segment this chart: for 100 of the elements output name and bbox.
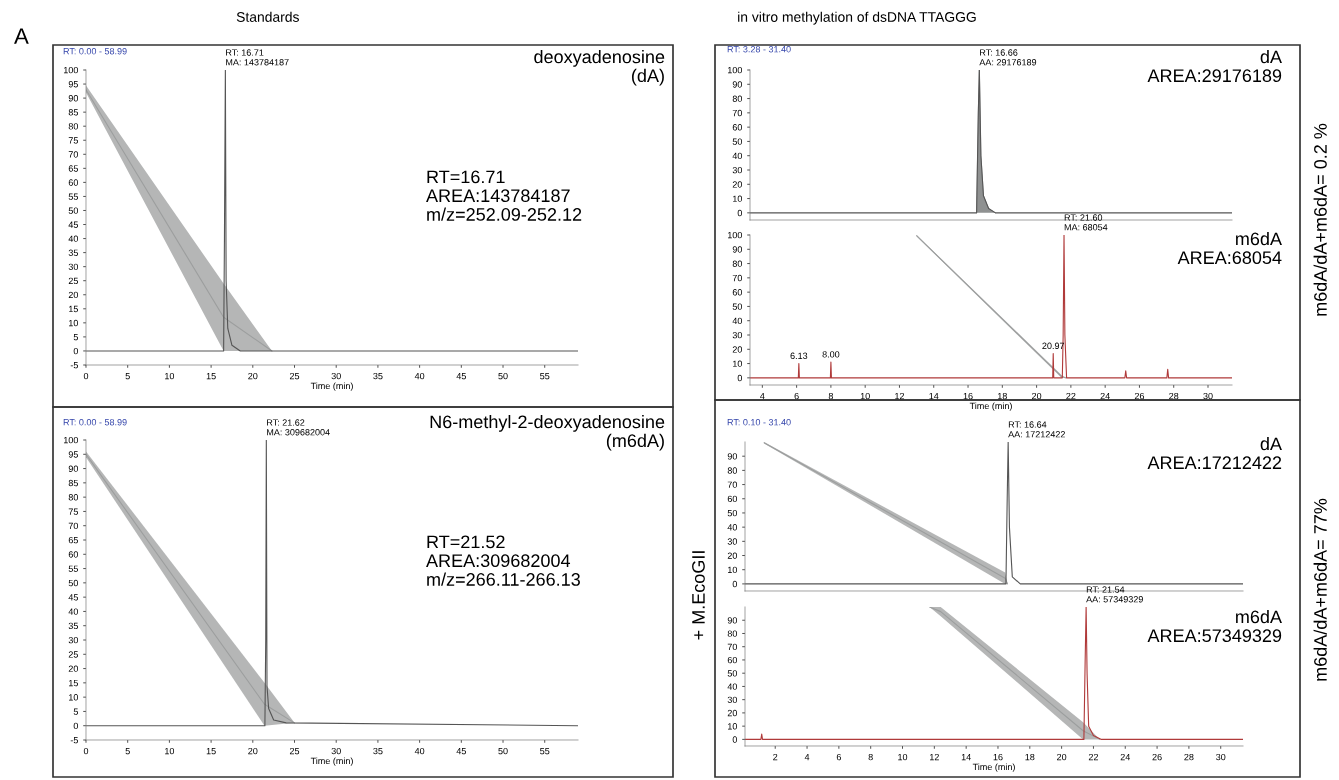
x-tick-label: 0 [83,372,89,380]
x-tick-label: 40 [414,747,425,755]
text: m6dA/dA+m6dA= 77% [1313,498,1327,681]
x-tick-label: 20 [1032,392,1042,400]
y-tick-label: 80 [68,494,79,501]
y-tick-label: 30 [727,538,738,545]
x-tick-label: 10 [165,372,175,380]
annotation: m6dA AREA:68054 [1177,232,1282,265]
text: m6dA/dA+m6dA= 0.2 % [1313,123,1327,316]
y-tick-label: 100 [727,66,743,74]
y-tick-label: 70 [68,522,79,530]
x-tick-label: 22 [1066,392,1076,400]
x-tick-label: 16 [993,753,1003,761]
x-tick-label: 5 [125,372,130,380]
y-tick-label: -5 [70,362,78,369]
x-axis-title: Time (min) [969,402,1012,411]
y-tick-label: 45 [68,221,78,228]
annotation: RT: 21.60 MA: 68054 [1064,214,1108,231]
x-tick-label: 4 [760,392,765,400]
x-tick-label: 10 [898,753,908,761]
y-tick-label: 40 [727,524,738,531]
y-tick-label: 0 [73,722,79,730]
annotation: N6-methyl-2-deoxyadenosine (m6dA) [430,415,665,451]
y-tick-label: 85 [68,109,78,116]
y-tick-label: 10 [733,360,743,367]
annotation: RT=21.52 AREA:309682004 m/z=266.11-266.13 [426,535,580,586]
x-tick-label: 18 [1025,753,1035,761]
y-tick-label: 75 [68,508,78,515]
line-series [86,440,578,727]
x-tick-label: 24 [1100,392,1110,400]
y-tick-label: 100 [727,231,743,239]
y-tick-label: 10 [733,195,743,202]
y-tick-label: 10 [69,319,79,327]
y-tick-label: 20 [68,291,79,299]
y-tick-label: 0 [732,736,738,743]
x-tick-label: 55 [540,747,550,755]
y-tick-label: -5 [70,737,78,744]
y-tick-label: 20 [727,552,738,559]
x-tick-label: 12 [895,392,905,400]
x-tick-label: 14 [929,392,939,400]
annotation: RT: 16.64 AA: 17212422 [1008,421,1065,438]
y-tick-label: 90 [727,617,738,624]
x-tick-label: 15 [206,747,216,755]
y-tick-label: 85 [68,479,78,487]
y-tick-label: 20 [68,665,79,672]
y-tick-label: 20 [732,346,743,353]
chart-title: in vitro methylation of dsDNA TTAGGG [738,11,976,25]
y-tick-label: 60 [732,289,743,296]
annotation: 8.00 [822,351,840,358]
annotation: RT: 21.62 MA: 309682004 [267,419,330,436]
x-tick-label: 40 [414,372,425,380]
y-tick-label: 80 [68,123,79,130]
y-tick-label: 40 [727,683,738,690]
x-tick-label: 50 [498,747,508,755]
y-tick-label: 60 [68,179,79,186]
y-tick-label: 40 [68,608,79,615]
y-tick-label: 90 [732,246,743,253]
y-tick-label: 20 [732,181,743,188]
y-tick-label: 25 [68,277,78,285]
y-tick-label: 10 [69,694,79,701]
y-tick-label: 50 [732,138,743,145]
text: A [14,28,29,44]
y-tick-label: 75 [68,137,78,144]
x-tick-label: 12 [930,753,939,761]
y-tick-label: 35 [68,622,78,630]
x-axis-title: Time (min) [310,757,353,766]
y-tick-label: 90 [68,95,79,102]
y-tick-label: 80 [727,467,738,474]
x-tick-label: 5 [125,747,130,755]
y-tick-label: 60 [727,656,738,664]
y-tick-label: 65 [68,536,78,544]
y-tick-label: 50 [68,579,79,587]
x-tick-label: 30 [331,747,341,755]
text: RT: 0.00 - 58.99 [63,48,127,55]
x-tick-label: 45 [456,372,466,380]
annotation: RT: 16.66 AA: 29176189 [979,49,1037,66]
x-tick-label: 8 [868,753,873,761]
y-tick-label: 90 [727,453,738,460]
x-tick-label: 35 [373,372,383,380]
x-tick-label: 45 [456,747,466,755]
y-tick-label: 80 [732,95,743,102]
y-tick-label: 100 [63,436,79,444]
x-tick-label: 22 [1088,753,1099,761]
y-tick-label: 30 [727,696,738,704]
y-tick-label: 65 [68,165,78,172]
y-tick-label: 80 [727,630,738,637]
y-tick-label: 30 [732,166,743,174]
x-tick-label: 55 [540,372,550,380]
y-tick-label: 30 [68,636,79,644]
y-tick-label: 10 [728,723,738,730]
annotation: RT: 21.54 AA: 57349329 [1086,586,1143,603]
y-tick-label: 60 [732,124,743,131]
x-tick-label: 28 [1184,753,1194,761]
text: RT: 0.00 - 58.99 [63,419,127,426]
y-tick-label: 70 [727,643,738,651]
y-tick-label: 50 [732,303,743,310]
x-tick-label: 20 [1057,753,1067,761]
y-tick-label: 70 [732,274,743,282]
x-tick-label: 15 [206,372,216,380]
y-tick-label: 95 [68,81,78,88]
